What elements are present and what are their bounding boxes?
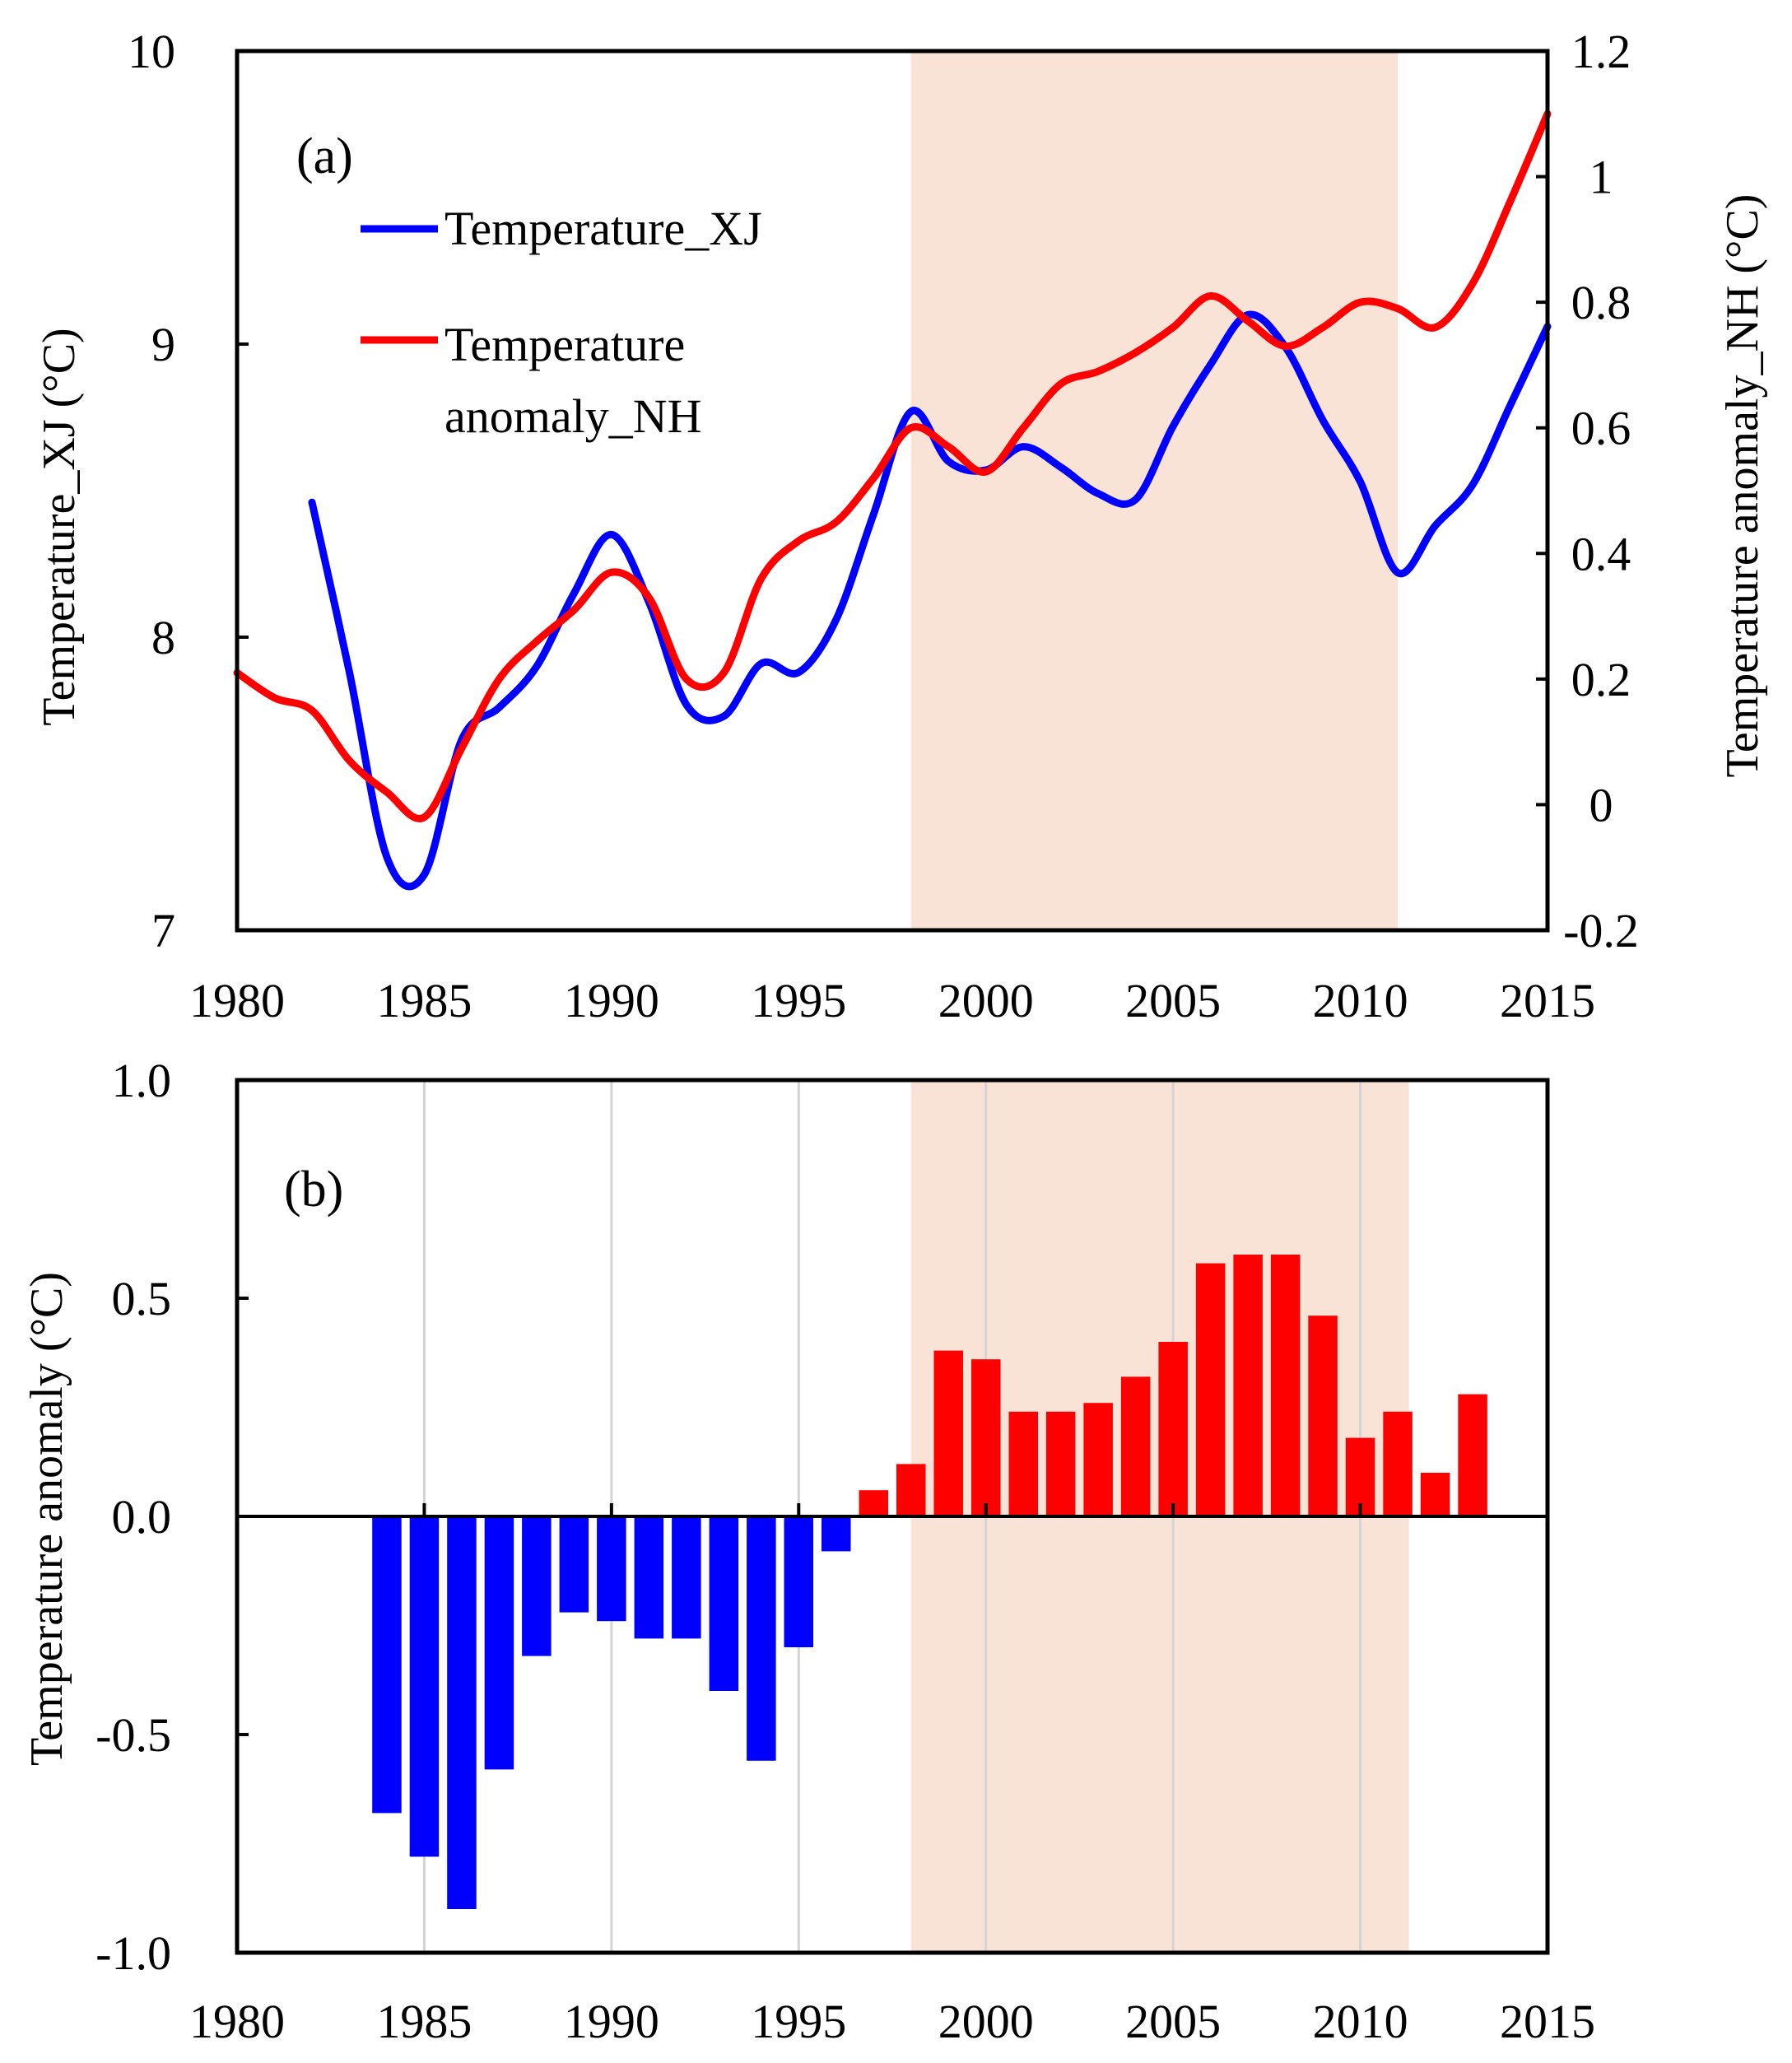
bar-1987 — [484, 1516, 514, 1770]
panel-a-series-group — [233, 109, 1552, 891]
bar-1996 — [822, 1516, 851, 1552]
bar-2012 — [1420, 1473, 1450, 1516]
panel-a-y2-tick-label: 1 — [1590, 151, 1613, 204]
bar-1992 — [672, 1516, 701, 1639]
bar-2009 — [1308, 1316, 1338, 1516]
legend-label-temperature-anomaly-nh-line2: anomaly_NH — [445, 389, 702, 443]
panel-a-y-tick-label: 8 — [151, 611, 175, 664]
bar-2000 — [971, 1359, 1001, 1516]
bar-1988 — [522, 1516, 552, 1656]
bar-2005 — [1158, 1342, 1188, 1516]
series-line-temperature-anomaly-nh — [233, 109, 1552, 822]
panel-b-x-tick-label: 1980 — [189, 1995, 285, 2048]
panel-b-y-axis-title: Temperature anomaly (°C) — [21, 1272, 72, 1766]
panel-b-x-tick-label: 1990 — [564, 1995, 659, 2048]
panel-a-x-tick-label: 2015 — [1500, 974, 1595, 1027]
bar-2013 — [1458, 1394, 1487, 1516]
bar-2004 — [1120, 1376, 1151, 1516]
panel-a-x-tick-label: 2005 — [1125, 974, 1221, 1027]
bar-1989 — [559, 1516, 589, 1613]
legend: Temperature_XJ Temperature anomaly_NH — [361, 202, 762, 443]
bar-1984 — [372, 1516, 402, 1814]
panel-a-y2-tick-label: 0.2 — [1571, 653, 1631, 706]
panel-b-label: (b) — [284, 1162, 343, 1218]
panel-b-y-tick-label: -0.5 — [95, 1708, 171, 1762]
panel-a-shaded-period — [910, 51, 1399, 930]
panel-a-ticks: 1980 1985 1990 1995 2000 2005 2010 201578910-0.… — [128, 25, 1639, 1027]
panel-b-bar-chart: 1980 1985 1990 1995 2000 2005 2010 2015 -1.0 -0.5… — [21, 1054, 1595, 2048]
bar-2007 — [1233, 1255, 1263, 1516]
panel-b-x-tick-label: 2010 — [1313, 1995, 1408, 2048]
panel-a-x-tick-label: 1995 — [751, 974, 846, 1027]
panel-a-y2-tick-label: 0.8 — [1571, 276, 1631, 329]
bar-2011 — [1383, 1411, 1413, 1516]
panel-a-x-tick-label: 2010 — [1313, 974, 1408, 1027]
bar-1985 — [409, 1516, 440, 1857]
bar-1998 — [896, 1464, 926, 1516]
legend-label-temperature-anomaly-nh: Temperature — [445, 318, 685, 371]
bar-2003 — [1083, 1403, 1113, 1516]
panel-a-y2-tick-label: 0 — [1590, 778, 1613, 831]
panel-a-y2-axis-title: Temperature anomaly_NH (°C) — [1717, 194, 1768, 778]
bar-1986 — [447, 1516, 477, 1909]
panel-b-y-tick-label: 1.0 — [112, 1054, 172, 1107]
panel-a-plot-frame — [235, 49, 1550, 933]
panel-b-bars — [372, 1255, 1487, 1909]
panel-b-y-tick-label: 0.0 — [112, 1490, 172, 1544]
panel-a-y-tick-label: 7 — [151, 904, 175, 957]
panel-b-y-tick-label: -1.0 — [95, 1926, 171, 1980]
bar-1997 — [859, 1490, 888, 1516]
panel-a-x-tick-label: 1985 — [376, 974, 472, 1027]
bar-1990 — [597, 1516, 626, 1622]
panel-a-y-tick-label: 10 — [128, 25, 175, 78]
bar-2006 — [1195, 1263, 1226, 1516]
bar-2008 — [1270, 1255, 1301, 1516]
panel-b-x-tick-label: 1985 — [376, 1995, 472, 2048]
panel-a-x-tick-label: 2000 — [938, 974, 1034, 1027]
bar-1995 — [784, 1516, 813, 1647]
panel-b-x-tick-label: 2015 — [1500, 1995, 1595, 2048]
legend-label-temperature-xj: Temperature_XJ — [445, 202, 762, 255]
panel-b-ticks: 1980 1985 1990 1995 2000 2005 2010 2015 -1.0 -0.5… — [95, 1054, 1595, 2048]
panel-b-x-tick-label: 2000 — [938, 1995, 1034, 2048]
panel-a-y2-tick-label: 0.4 — [1571, 527, 1631, 580]
panel-b-y-tick-label: 0.5 — [112, 1272, 172, 1325]
panel-a-x-tick-label: 1980 — [189, 974, 285, 1027]
panel-a-y2-tick-label: 0.6 — [1571, 402, 1631, 455]
panel-a-line-chart: 1980 1985 1990 1995 2000 2005 2010 201578910-0.… — [34, 25, 1768, 1027]
panel-a-x-tick-label: 1990 — [564, 974, 659, 1027]
panel-a-y2-tick-label: -0.2 — [1563, 904, 1639, 957]
bar-1993 — [709, 1516, 739, 1691]
bar-1994 — [747, 1516, 776, 1761]
panel-a-y2-tick-label: 1.2 — [1571, 25, 1631, 78]
panel-a-y-tick-label: 9 — [151, 318, 175, 371]
panel-b-x-tick-label: 1995 — [751, 1995, 846, 2048]
panel-a-label: (a) — [296, 128, 353, 184]
bar-1991 — [634, 1516, 664, 1639]
bar-2001 — [1008, 1411, 1038, 1516]
panel-b-x-tick-label: 2005 — [1125, 1995, 1221, 2048]
bar-1999 — [933, 1350, 963, 1516]
panel-a-y-axis-title: Temperature_XJ (°C) — [34, 328, 85, 725]
bar-2002 — [1045, 1411, 1076, 1516]
